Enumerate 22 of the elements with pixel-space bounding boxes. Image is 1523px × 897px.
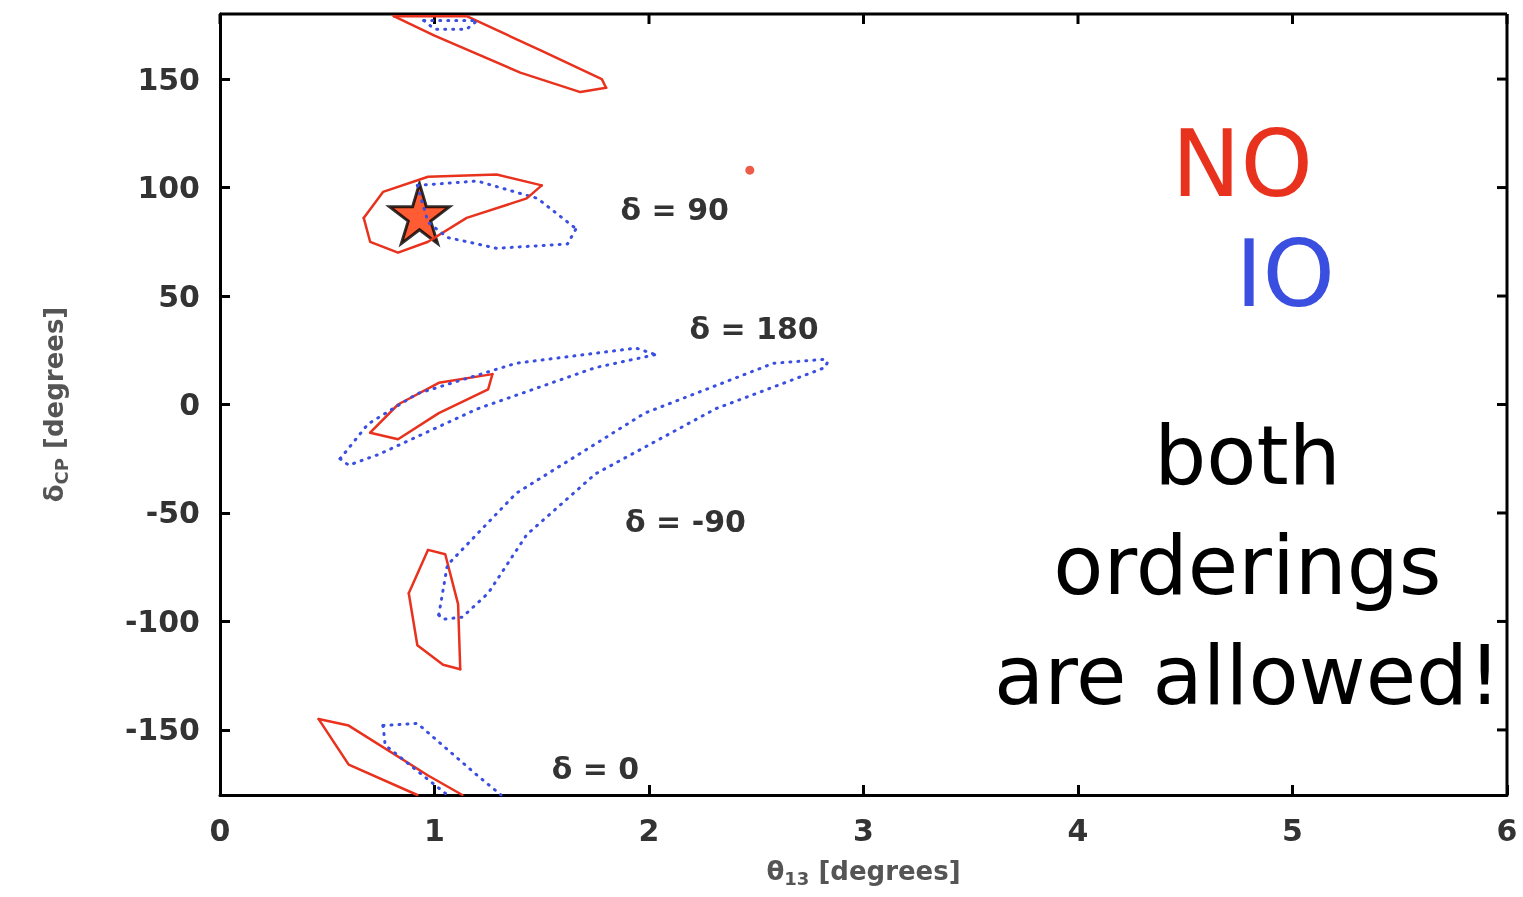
x-tick-label: 5 [1282, 812, 1303, 848]
annotation: both orderings are allowed! [993, 407, 1502, 723]
x-tick-label: 6 [1496, 812, 1518, 848]
annotation: δ = -90 [625, 504, 746, 540]
y-tick-label: 100 [137, 170, 200, 206]
annotation: δ = 0 [551, 751, 640, 787]
annotation: δ = 90 [620, 191, 729, 227]
x-tick-label: 0 [209, 812, 231, 848]
y-tick-label: 50 [158, 278, 200, 314]
x-tick-label: 3 [853, 812, 874, 848]
y-tick-label: 150 [137, 61, 200, 97]
x-tick-label: 2 [638, 812, 660, 848]
x-tick-label: 4 [1067, 812, 1089, 848]
x-tick-label: 1 [424, 812, 445, 848]
annotation: δ = 180 [689, 311, 819, 347]
y-tick-label: -50 [145, 495, 200, 531]
y-tick-label: -150 [124, 712, 200, 748]
y-tick-label: 0 [179, 387, 200, 422]
text: IO [1235, 220, 1335, 328]
text: NO [1171, 110, 1313, 218]
y-axis-title: δCP [degrees] [39, 306, 72, 503]
y-tick-label: -100 [124, 603, 200, 639]
